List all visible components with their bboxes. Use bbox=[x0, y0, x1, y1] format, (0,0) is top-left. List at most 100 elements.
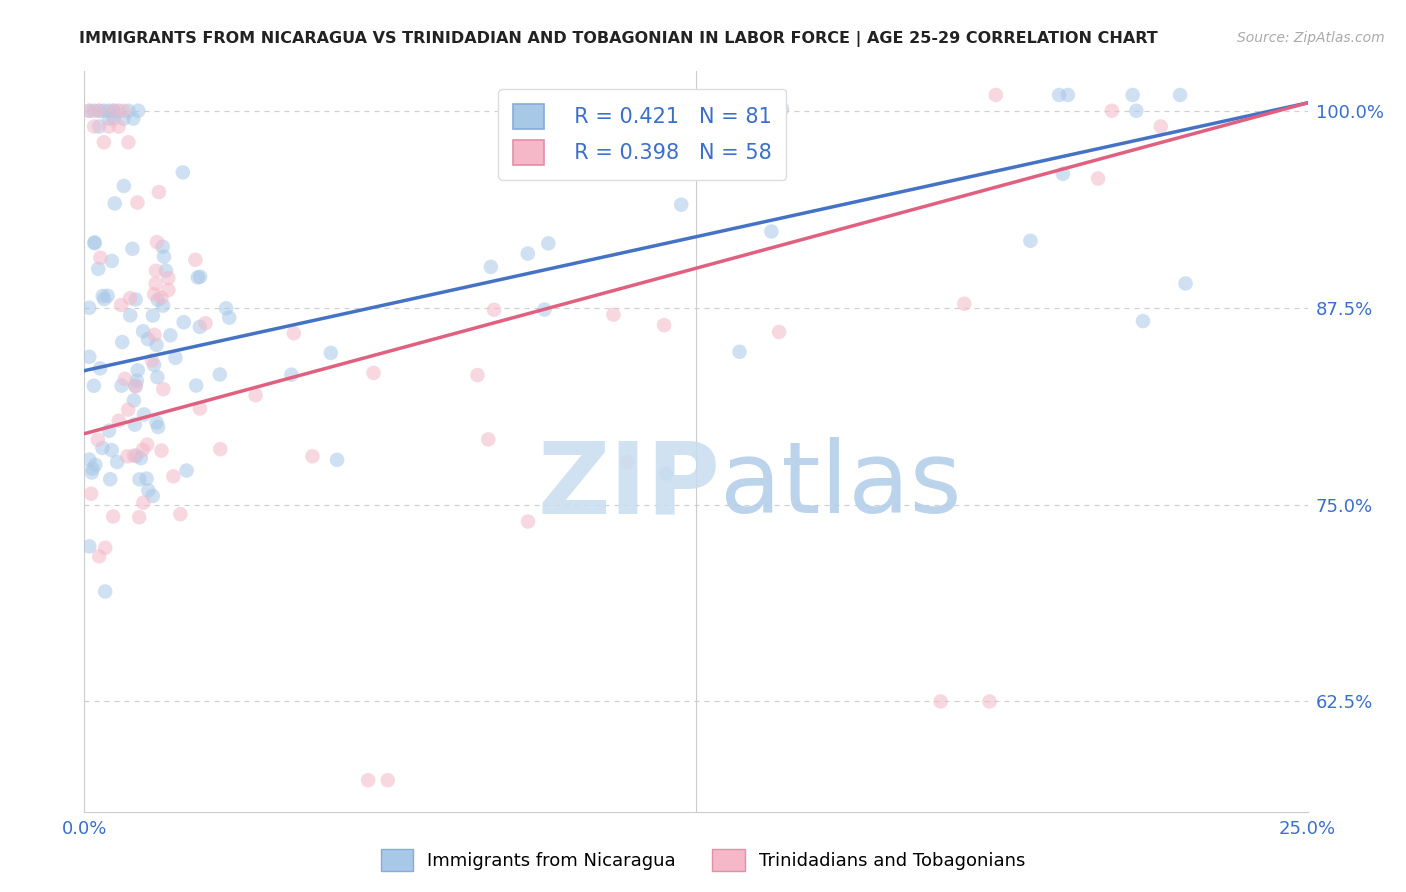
Point bbox=[187, 270, 209, 285]
Point bbox=[152, 240, 174, 254]
Point bbox=[145, 264, 167, 278]
Point bbox=[79, 540, 101, 554]
Point bbox=[80, 486, 103, 500]
Point bbox=[105, 455, 128, 469]
Point bbox=[77, 350, 100, 364]
Point bbox=[176, 464, 198, 478]
Point bbox=[132, 324, 155, 338]
Point bbox=[93, 292, 115, 306]
Point bbox=[1174, 277, 1197, 291]
Point bbox=[77, 301, 100, 315]
Point bbox=[186, 378, 208, 392]
Point bbox=[101, 254, 124, 268]
Point bbox=[155, 263, 177, 277]
Point bbox=[117, 135, 139, 149]
Point bbox=[150, 443, 173, 458]
Point bbox=[94, 541, 117, 555]
Point bbox=[77, 452, 100, 467]
Point bbox=[128, 472, 150, 486]
Point bbox=[929, 694, 952, 708]
Point bbox=[1019, 234, 1042, 248]
Point bbox=[103, 103, 125, 118]
Point bbox=[479, 260, 502, 274]
Point bbox=[112, 103, 135, 118]
Point bbox=[127, 195, 149, 210]
Point bbox=[1150, 120, 1173, 134]
Point bbox=[125, 374, 148, 388]
Point bbox=[616, 455, 638, 469]
Point bbox=[87, 103, 110, 118]
Point bbox=[655, 467, 678, 481]
Point bbox=[143, 287, 166, 301]
Point bbox=[129, 451, 152, 466]
Point bbox=[979, 694, 1001, 708]
Point bbox=[84, 458, 107, 472]
Point bbox=[768, 325, 790, 339]
Point bbox=[728, 344, 751, 359]
Point bbox=[111, 335, 134, 350]
Point bbox=[172, 165, 194, 179]
Point bbox=[122, 112, 145, 126]
Point bbox=[124, 417, 146, 432]
Point bbox=[112, 178, 135, 193]
Point bbox=[122, 449, 145, 463]
Point bbox=[146, 293, 169, 307]
Point bbox=[516, 246, 538, 260]
Text: IMMIGRANTS FROM NICARAGUA VS TRINIDADIAN AND TOBAGONIAN IN LABOR FORCE | AGE 25-: IMMIGRANTS FROM NICARAGUA VS TRINIDADIAN… bbox=[79, 31, 1159, 47]
Point bbox=[104, 196, 127, 211]
Point bbox=[984, 87, 1007, 102]
Point bbox=[761, 225, 783, 239]
Point bbox=[162, 469, 184, 483]
Point bbox=[125, 379, 148, 393]
Point bbox=[136, 483, 159, 498]
Y-axis label: In Labor Force | Age 25-29: In Labor Force | Age 25-29 bbox=[0, 332, 8, 551]
Point bbox=[652, 318, 675, 333]
Point bbox=[319, 346, 342, 360]
Point bbox=[97, 103, 120, 118]
Point bbox=[245, 388, 267, 402]
Point bbox=[157, 271, 180, 285]
Point bbox=[112, 112, 135, 126]
Point bbox=[169, 507, 191, 521]
Point bbox=[215, 301, 238, 316]
Point bbox=[1168, 87, 1191, 102]
Point bbox=[1087, 171, 1109, 186]
Point bbox=[83, 236, 105, 251]
Point bbox=[533, 302, 555, 317]
Point bbox=[89, 549, 111, 564]
Point bbox=[98, 472, 121, 486]
Point bbox=[145, 277, 167, 291]
Point bbox=[153, 250, 176, 264]
Point bbox=[136, 437, 159, 451]
Point bbox=[146, 235, 169, 249]
Point bbox=[477, 433, 499, 447]
Point bbox=[93, 103, 115, 118]
Point bbox=[517, 515, 540, 529]
Point bbox=[89, 251, 111, 265]
Point bbox=[953, 297, 976, 311]
Point bbox=[97, 120, 120, 134]
Point bbox=[124, 378, 146, 392]
Point bbox=[120, 309, 142, 323]
Point bbox=[280, 368, 302, 382]
Point bbox=[157, 283, 180, 297]
Point bbox=[135, 472, 157, 486]
Point bbox=[671, 197, 693, 211]
Point bbox=[143, 327, 166, 342]
Point bbox=[194, 316, 217, 330]
Point bbox=[152, 299, 174, 313]
Point bbox=[103, 103, 125, 118]
Point bbox=[467, 368, 489, 383]
Point bbox=[1057, 87, 1080, 102]
Point bbox=[117, 103, 139, 118]
Point bbox=[1122, 87, 1144, 102]
Point bbox=[87, 120, 110, 134]
Point bbox=[87, 261, 110, 276]
Point bbox=[107, 414, 129, 428]
Point bbox=[136, 332, 159, 346]
Point bbox=[159, 328, 181, 343]
Point bbox=[82, 461, 104, 475]
Point bbox=[132, 496, 155, 510]
Point bbox=[83, 378, 105, 392]
Text: atlas: atlas bbox=[720, 437, 962, 534]
